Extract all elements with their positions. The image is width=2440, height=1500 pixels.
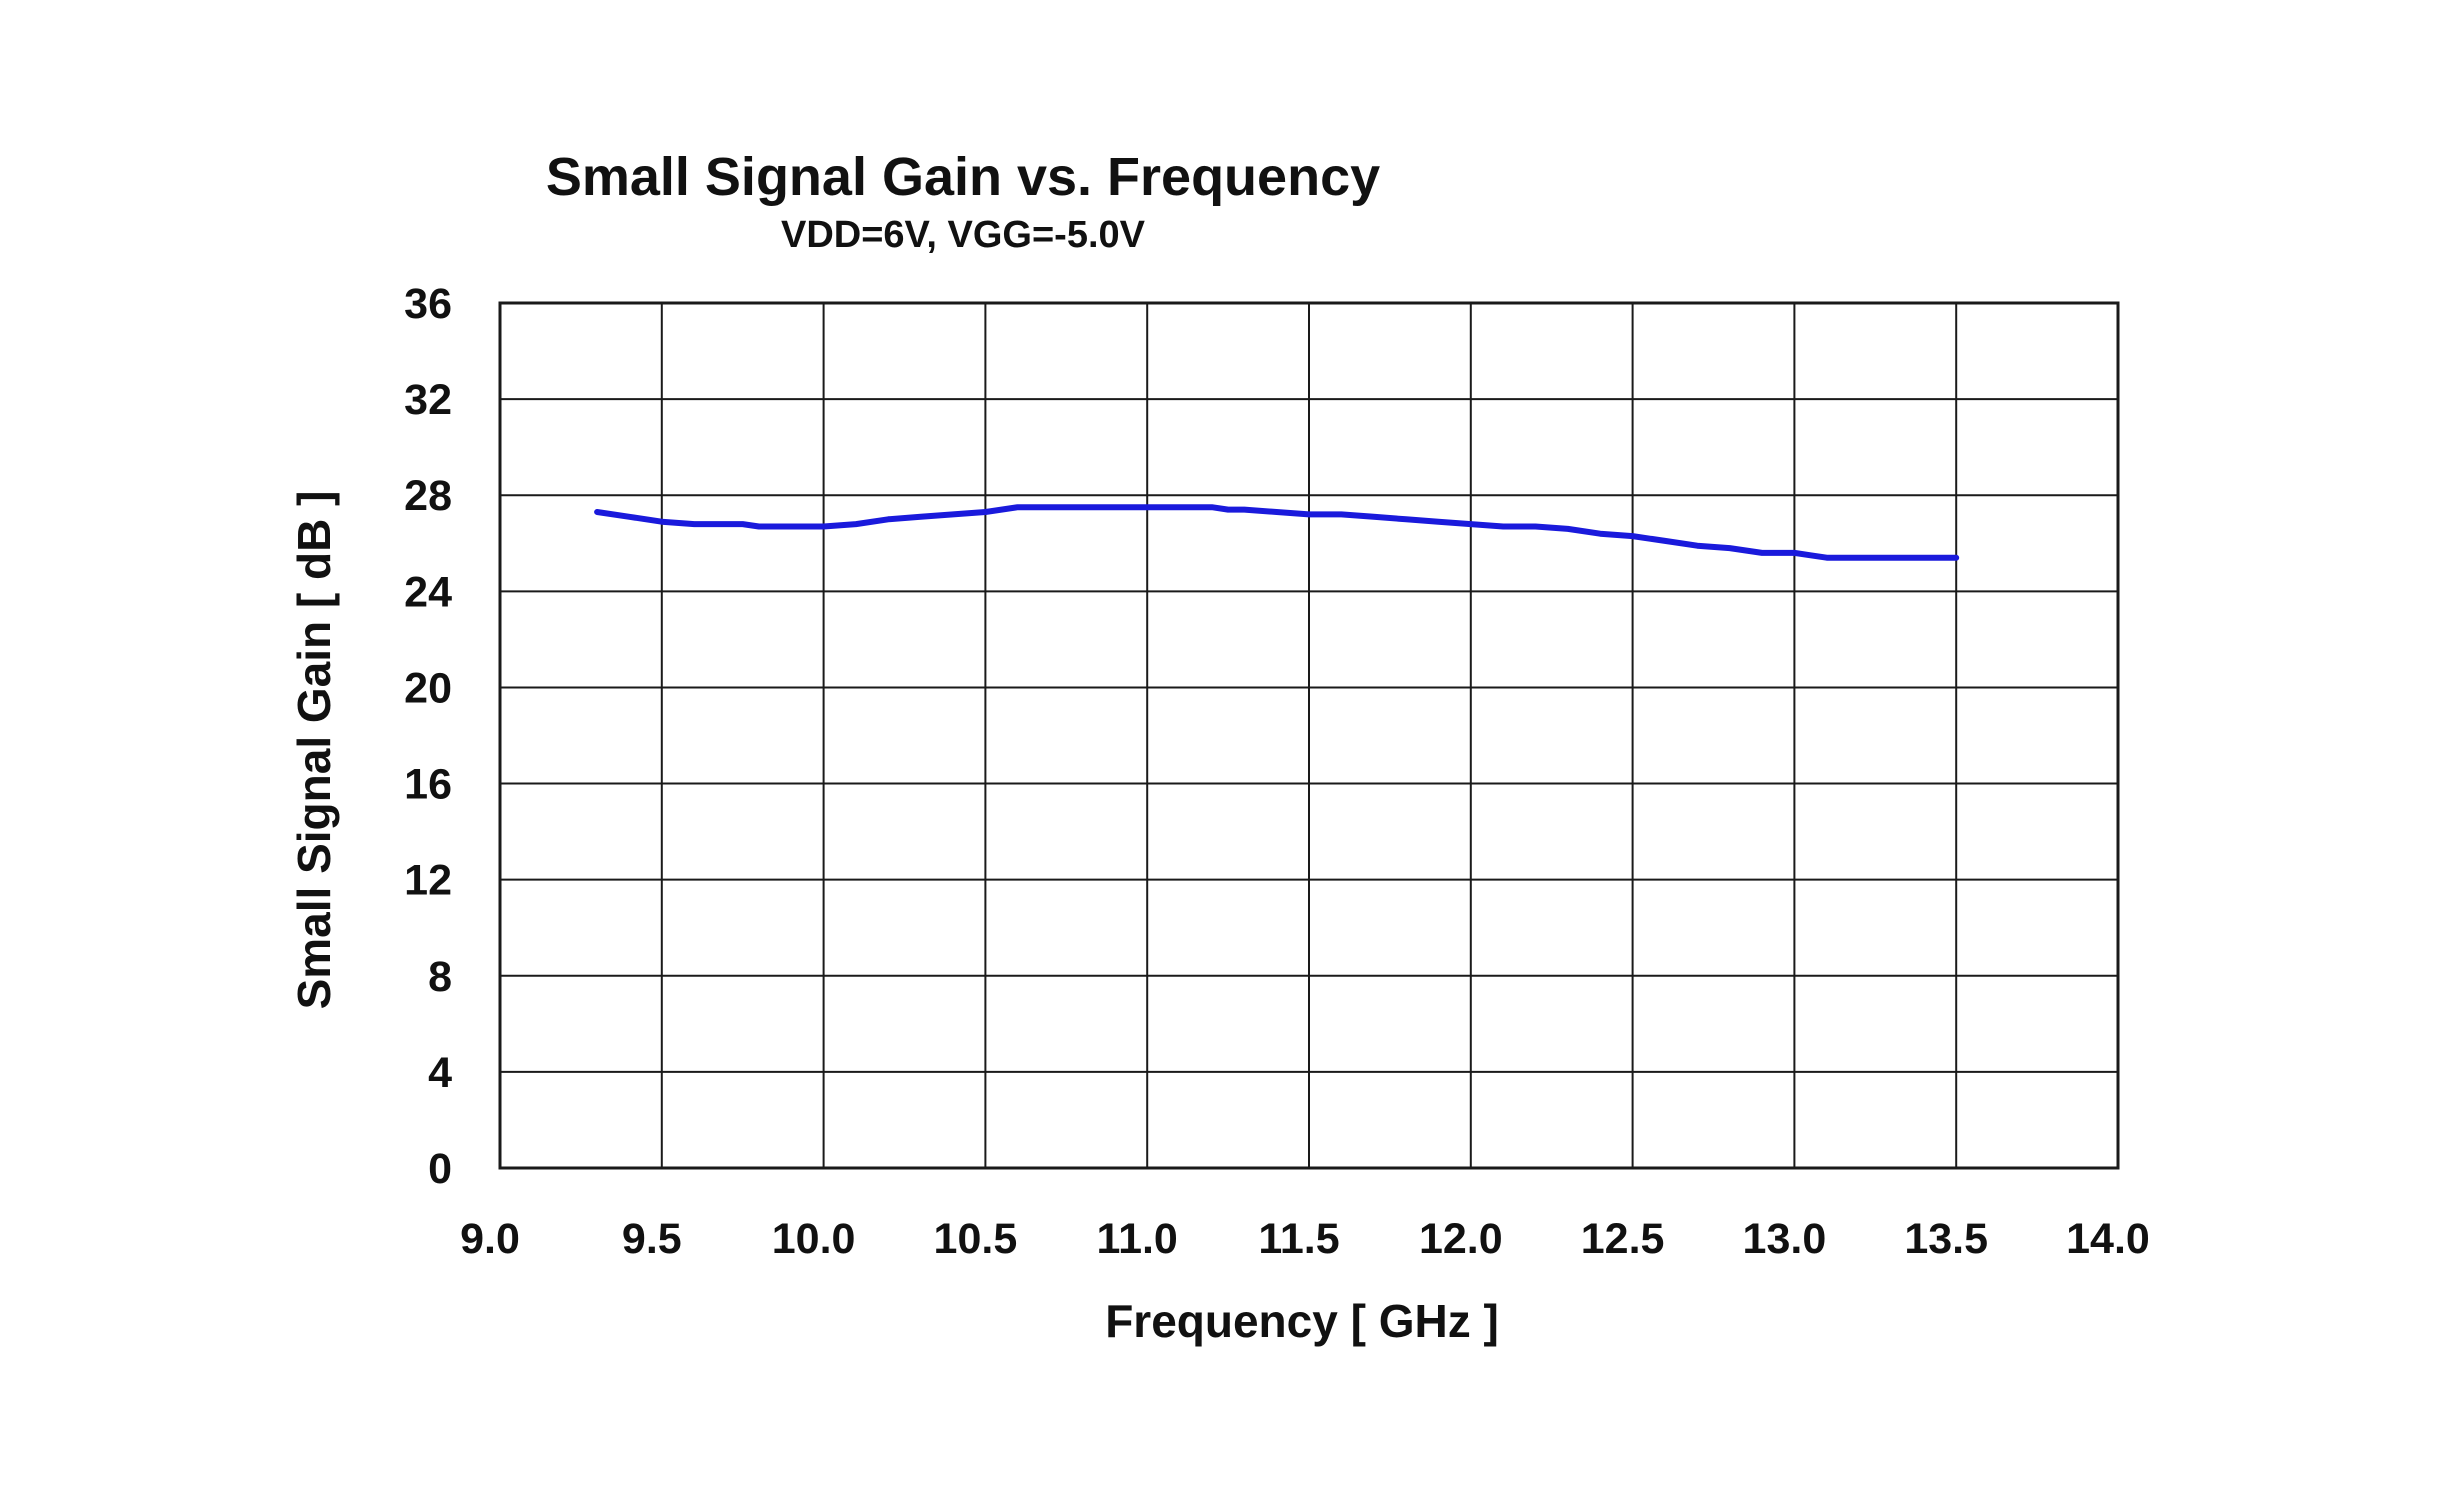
x-tick-label-6: 12.0 [1419,1215,1503,1263]
x-tick-label-7: 12.5 [1581,1215,1665,1263]
x-tick-label-3: 10.5 [934,1215,1018,1263]
y-tick-label-3: 12 [404,857,452,905]
grid [499,302,2119,1169]
y-tick-label-7: 28 [404,472,452,520]
chart-title: Small Signal Gain vs. Frequency [546,147,1380,207]
x-tick-labels: 9.0 9.5 10.0 10.5 11.0 11.5 12.0 12.5 13.0 13.5 14… [460,1215,2150,1263]
x-tick-label-9: 13.5 [1904,1215,1988,1263]
x-tick-label-8: 13.0 [1743,1215,1827,1263]
x-axis-label: Frequency [ GHz ] [1105,1295,1499,1347]
y-tick-label-4: 16 [404,761,452,809]
x-tick-label-5: 11.5 [1258,1215,1339,1263]
y-tick-label-2: 8 [428,953,452,1001]
x-tick-label-4: 11.0 [1097,1215,1178,1263]
y-tick-labels: 0 4 8 12 16 20 24 28 32 36 [404,280,452,1193]
y-tick-label-0: 0 [428,1145,452,1193]
series-group [594,504,1960,561]
y-tick-label-6: 24 [404,568,452,616]
y-axis-label: Small Signal Gain [ dB ] [288,491,340,1010]
chart-subtitle: VDD=6V, VGG=-5.0V [781,214,1146,256]
x-tick-label-2: 10.0 [772,1215,856,1263]
plot-frame [498,301,2120,1170]
y-tick-label-5: 20 [404,664,452,712]
y-tick-label-8: 32 [404,376,452,424]
y-tick-label-9: 36 [404,280,452,328]
y-tick-label-1: 4 [428,1049,452,1097]
x-tick-label-10: 14.0 [2066,1215,2150,1263]
series-line-0 [594,504,1960,561]
x-tick-label-1: 9.5 [622,1215,682,1263]
x-tick-label-0: 9.0 [460,1215,520,1263]
